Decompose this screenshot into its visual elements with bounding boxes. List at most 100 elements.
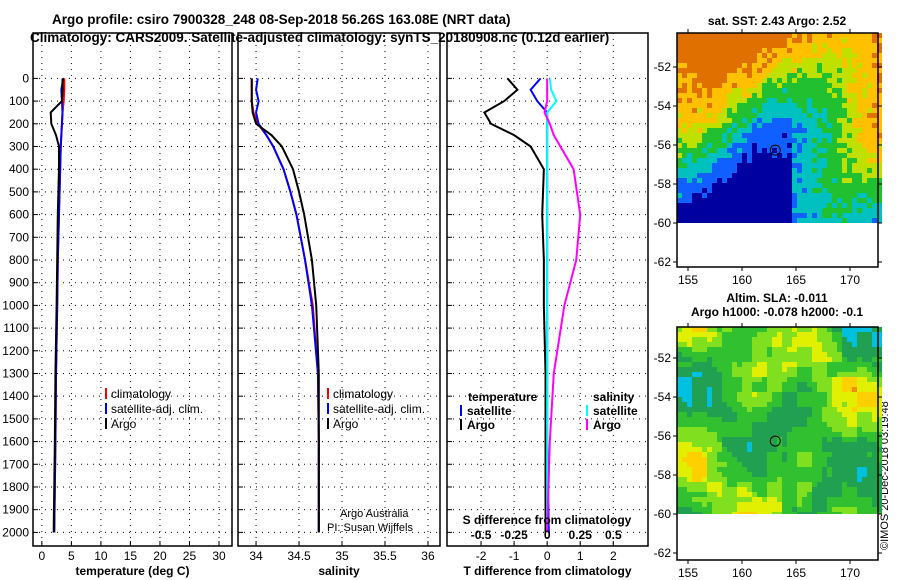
map-cell xyxy=(852,472,857,477)
map-cell xyxy=(847,462,852,467)
map-cell xyxy=(852,83,857,88)
map-cell xyxy=(677,193,682,198)
map-cell xyxy=(747,33,752,38)
map-cell xyxy=(682,432,687,437)
map-cell xyxy=(782,472,787,477)
map-cell xyxy=(732,357,737,362)
map-cell xyxy=(757,437,762,442)
map-cell xyxy=(857,487,862,492)
map-cell xyxy=(872,213,877,218)
map-cell xyxy=(857,337,862,342)
map-cell xyxy=(847,158,852,163)
map-cell xyxy=(842,133,847,138)
map-cell xyxy=(802,467,807,472)
map-cell xyxy=(727,422,732,427)
map-cell xyxy=(797,163,802,168)
map-cell xyxy=(812,477,817,482)
map-cell xyxy=(752,173,757,178)
map-cell xyxy=(862,118,867,123)
map-cell xyxy=(727,412,732,417)
map-cell xyxy=(827,397,832,402)
map-cell xyxy=(677,462,682,467)
map-cell xyxy=(787,98,792,103)
map-cell xyxy=(777,108,782,113)
map-cell xyxy=(702,377,707,382)
map-cell xyxy=(757,492,762,497)
map-cell xyxy=(817,68,822,73)
map-cell xyxy=(812,432,817,437)
map-cell xyxy=(727,392,732,397)
map-cell xyxy=(782,103,787,108)
map-cell xyxy=(692,357,697,362)
map-cell xyxy=(737,392,742,397)
map-cell xyxy=(687,507,692,512)
map-cell xyxy=(747,138,752,143)
map-cell xyxy=(692,482,697,487)
map-cell xyxy=(777,188,782,193)
map-cell xyxy=(797,73,802,78)
map-cell xyxy=(732,173,737,178)
map-cell xyxy=(777,502,782,507)
map-cell xyxy=(822,432,827,437)
map-cell xyxy=(817,168,822,173)
map-cell xyxy=(822,347,827,352)
map-cell xyxy=(867,482,872,487)
map-cell xyxy=(727,148,732,153)
map-cell xyxy=(737,467,742,472)
y-tick-label: 200 xyxy=(9,117,29,131)
map-cell xyxy=(842,422,847,427)
map-cell xyxy=(677,153,682,158)
map-cell xyxy=(787,362,792,367)
map-cell xyxy=(802,372,807,377)
map-cell xyxy=(792,183,797,188)
map-cell xyxy=(747,38,752,43)
map-cell xyxy=(697,337,702,342)
map-cell xyxy=(847,367,852,372)
map-cell xyxy=(812,138,817,143)
map-cell xyxy=(692,342,697,347)
map-cell xyxy=(732,143,737,148)
map-cell xyxy=(802,173,807,178)
map-cell xyxy=(797,502,802,507)
map-cell xyxy=(732,158,737,163)
map-cell xyxy=(757,43,762,48)
map-cell xyxy=(767,183,772,188)
x-tick-label: 2 xyxy=(610,549,617,563)
map-cell xyxy=(712,93,717,98)
map-cell xyxy=(727,437,732,442)
map-cell xyxy=(707,33,712,38)
map-cell xyxy=(842,168,847,173)
map-cell xyxy=(747,437,752,442)
map-cell xyxy=(777,472,782,477)
map-cell xyxy=(737,327,742,332)
map-cell xyxy=(792,352,797,357)
map-cell xyxy=(872,33,877,38)
map-cell xyxy=(797,143,802,148)
map-cell xyxy=(797,133,802,138)
map-cell xyxy=(817,382,822,387)
map-cell xyxy=(867,407,872,412)
map-cell xyxy=(847,68,852,73)
map-cell xyxy=(812,422,817,427)
map-cell xyxy=(727,432,732,437)
map-cell xyxy=(687,148,692,153)
map-cell xyxy=(847,417,852,422)
map-cell xyxy=(837,377,842,382)
map-cell xyxy=(807,357,812,362)
map-cell xyxy=(877,203,882,208)
map-cell xyxy=(822,417,827,422)
map-cell xyxy=(807,63,812,68)
map-cell xyxy=(732,347,737,352)
map-cell xyxy=(752,198,757,203)
map-cell xyxy=(762,452,767,457)
map-cell xyxy=(687,342,692,347)
map-cell xyxy=(697,462,702,467)
map-cell xyxy=(762,472,767,477)
map-cell xyxy=(807,432,812,437)
map-cell xyxy=(722,183,727,188)
map-cell xyxy=(722,407,727,412)
map-cell xyxy=(872,48,877,53)
map-cell xyxy=(847,342,852,347)
map-cell xyxy=(777,53,782,58)
map-cell xyxy=(827,392,832,397)
